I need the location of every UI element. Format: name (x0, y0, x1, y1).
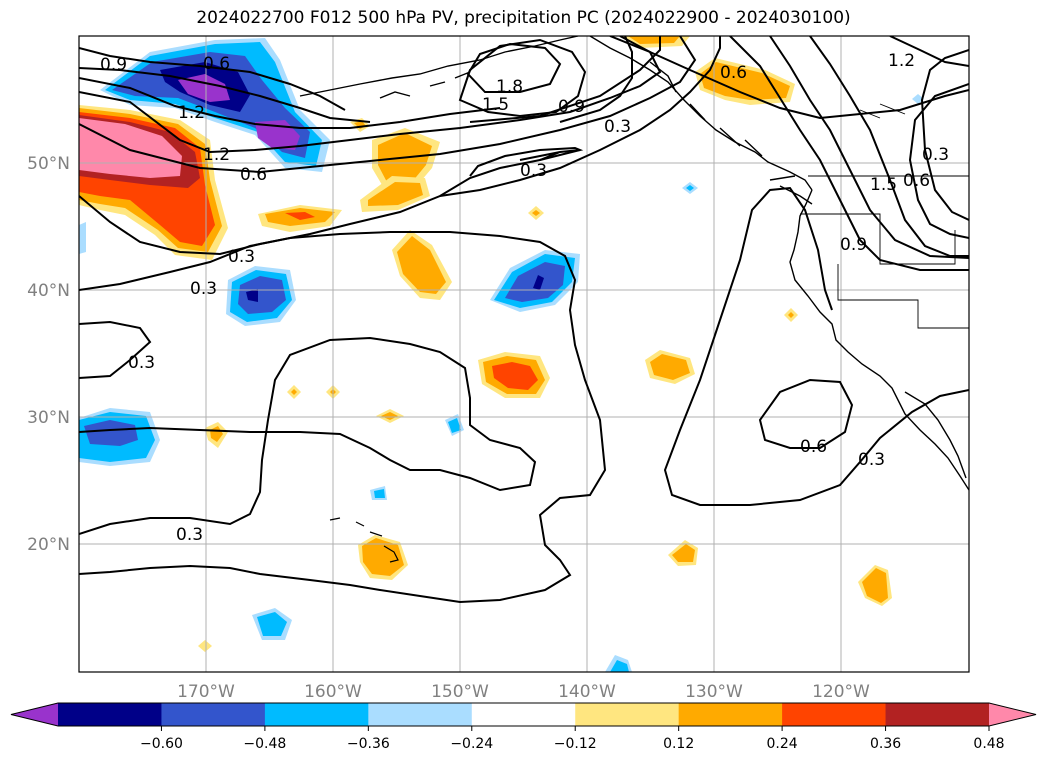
colorbar-segment (58, 703, 162, 726)
colorbar-outline (10, 702, 1037, 727)
lon-label: 160°W (304, 682, 362, 702)
colorbar-tick-label: −0.24 (450, 736, 493, 752)
map-title: 2024022700 F012 500 hPa PV, precipitatio… (196, 8, 851, 28)
colorbar-segment (575, 703, 680, 726)
colorbar-segment (264, 703, 369, 726)
plot-area (79, 36, 969, 672)
colorbar-segment (885, 703, 990, 726)
contour-label: 0.3 (922, 145, 949, 165)
colorbar-tick-label: 0.24 (767, 736, 798, 752)
contour-label: 0.3 (176, 525, 203, 545)
lon-label: 130°W (685, 682, 743, 702)
contour-label: 0.3 (128, 353, 155, 373)
colorbar-tick-label: −0.48 (243, 736, 286, 752)
colorbar-segment (161, 703, 266, 726)
contour-label: 1.5 (870, 175, 897, 195)
lon-label: 120°W (812, 682, 870, 702)
contour-label: 0.6 (720, 63, 747, 83)
contour-label: 1.2 (888, 51, 915, 71)
lat-label: 20°N (27, 535, 70, 555)
colorbar-segment (471, 703, 576, 726)
colorbar-tick-label: 0.36 (870, 736, 901, 752)
contour-label: 0.3 (858, 450, 885, 470)
lat-labels: 50°N 40°N 30°N 20°N (27, 154, 70, 555)
lat-label: 40°N (27, 281, 70, 301)
hawaii-islands (329, 517, 399, 563)
lon-label: 170°W (177, 682, 235, 702)
colorbar-segment (678, 703, 783, 726)
colorbar-extend-max (989, 703, 1036, 726)
colorbar-tick-label: 0.12 (663, 736, 694, 752)
west-coast (789, 189, 969, 491)
colorbar-extend-min (11, 703, 58, 726)
lat-label: 50°N (27, 154, 70, 174)
contour-label: 0.6 (800, 437, 827, 457)
contour-labels: 0.9 0.6 1.2 1.2 0.6 0.3 0.3 1.8 1.5 0.9 … (100, 51, 949, 545)
contour-label: 0.6 (203, 54, 230, 74)
colorbar-tick-label: −0.60 (140, 736, 183, 752)
panhandle-coast (589, 36, 813, 191)
colorbar-segment (782, 703, 887, 726)
plot-frame (78, 35, 970, 673)
colorbar-tick-label: −0.36 (347, 736, 390, 752)
colorbar: −0.60 −0.48 −0.36 −0.24 −0.12 0.12 0.24 0.36 0.4… (10, 702, 1037, 752)
contour-label: 1.2 (178, 103, 205, 123)
contour-label: 1.8 (496, 77, 523, 97)
contour-label: 0.3 (228, 247, 255, 267)
contour-label: 0.3 (604, 117, 631, 137)
lon-label: 140°W (558, 682, 616, 702)
baja-coast (904, 391, 967, 479)
lon-label: 150°W (431, 682, 489, 702)
pv-contours (79, 36, 969, 604)
contour-label: 1.2 (203, 145, 230, 165)
contour-label: 0.3 (520, 161, 547, 181)
alaska-coast (299, 36, 579, 97)
contour-label: 0.3 (190, 279, 217, 299)
contour-label: 0.9 (840, 235, 867, 255)
colorbar-tick-label: 0.48 (973, 736, 1004, 752)
contour-label: 1.5 (482, 95, 509, 115)
lon-labels: 170°W 160°W 150°W 140°W 130°W 120°W (177, 682, 870, 702)
contour-label: 0.6 (240, 165, 267, 185)
lat-label: 30°N (27, 408, 70, 428)
colorbar-segment (368, 703, 473, 726)
contour-label: 0.6 (903, 171, 930, 191)
colorbar-tick-label: −0.12 (554, 736, 597, 752)
contour-label: 0.9 (558, 97, 585, 117)
contour-label: 0.9 (100, 55, 127, 75)
